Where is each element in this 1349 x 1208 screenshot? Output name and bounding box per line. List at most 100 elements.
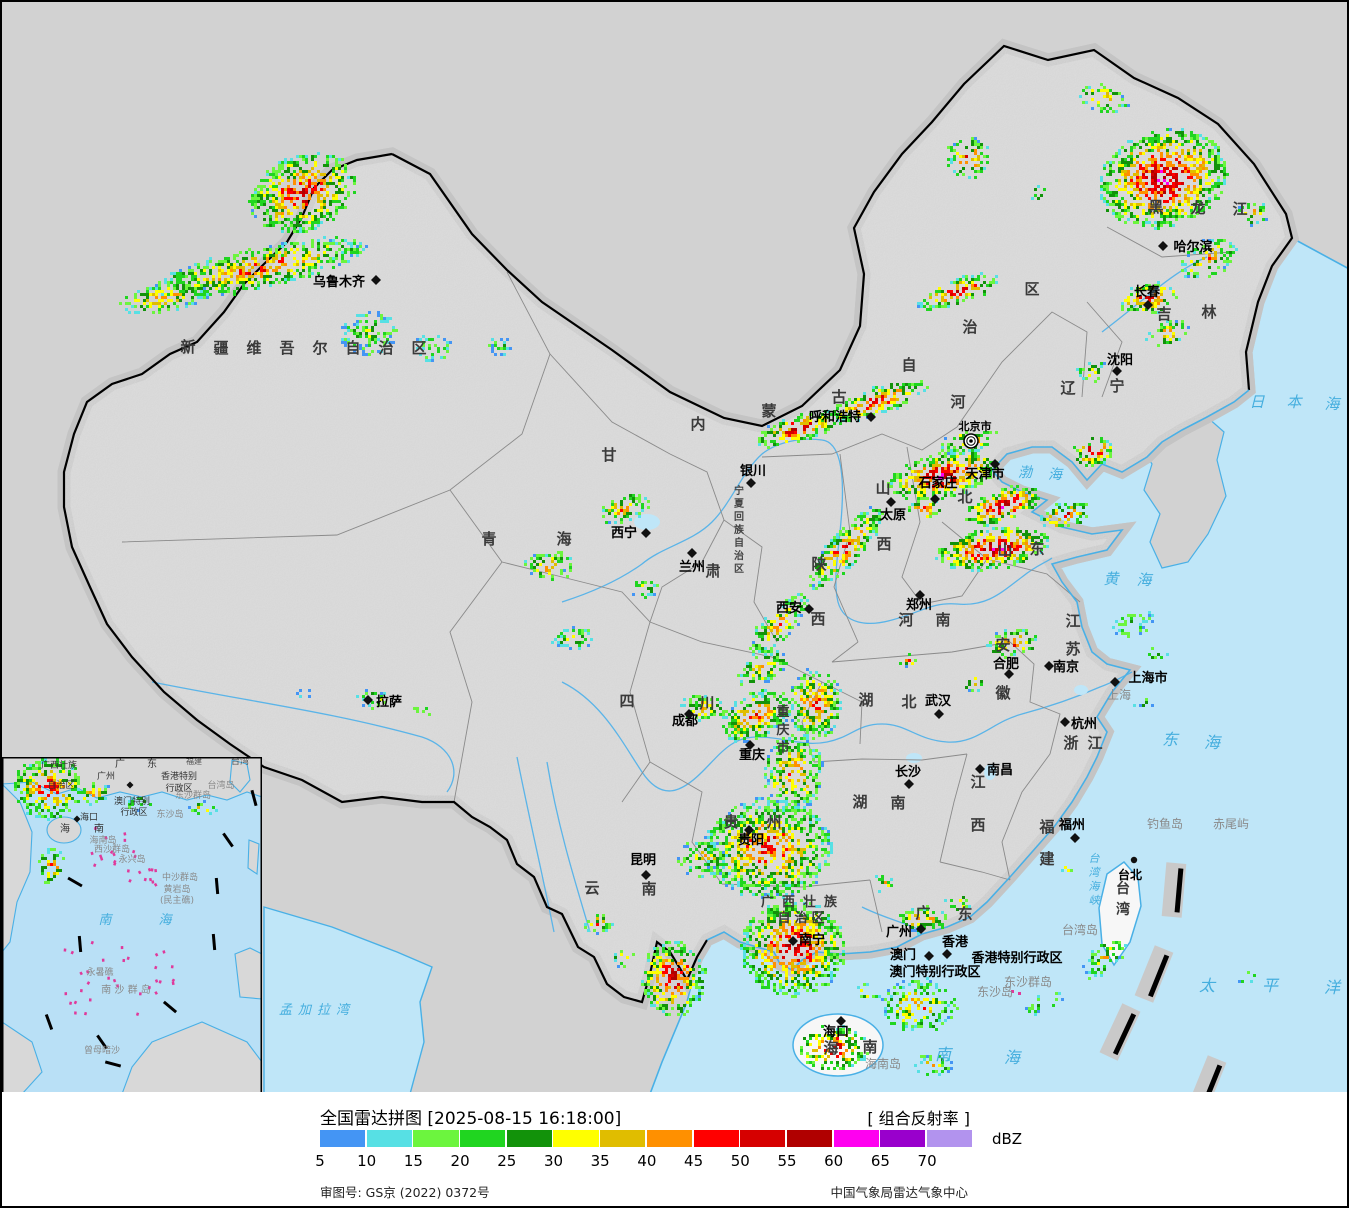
city: 杭州	[1060, 716, 1097, 732]
product-label: [ 组合反射率 ]	[867, 1109, 970, 1128]
city-marker-icon	[363, 695, 373, 705]
province-label: 宁夏回族自治区	[733, 484, 745, 575]
city-label: 南昌	[987, 762, 1013, 778]
city: 澳门	[890, 947, 934, 963]
city-marker-icon	[915, 590, 925, 600]
city-label: 合肥	[993, 656, 1019, 672]
dbz-swatch-15	[413, 1130, 459, 1147]
city: 香港	[941, 934, 969, 959]
city-marker-icon	[1044, 661, 1054, 671]
city: 武汉	[925, 693, 952, 719]
city-marker-icon	[687, 548, 697, 558]
inset-nine-dash-segment	[250, 789, 258, 807]
city-label: 乌鲁木齐	[313, 274, 366, 290]
inset-label: 南	[98, 913, 113, 928]
city-label: 石家庄	[917, 475, 957, 491]
city-label: 西安	[776, 600, 802, 616]
city: 贵阳	[738, 825, 764, 848]
city: 南京	[1044, 659, 1079, 675]
sea-label: 海	[1048, 467, 1064, 483]
dbz-tick-60: 60	[824, 1152, 844, 1170]
city-label: 拉萨	[376, 694, 402, 710]
province-label: 区	[411, 339, 426, 357]
inset-label: 黄岩岛	[163, 883, 190, 895]
dbz-swatch-40	[646, 1130, 692, 1147]
rivers	[151, 256, 1208, 933]
province-label: 青	[481, 530, 496, 548]
city-label: 北京市	[959, 419, 992, 433]
city: 石家庄	[917, 475, 958, 504]
city-label: 香港特别行政区	[970, 950, 1062, 966]
nine-dash-segment	[1099, 1003, 1141, 1061]
province-label: 林	[1201, 303, 1217, 321]
province-label: 北	[901, 693, 916, 711]
sea-label: 渤	[1018, 465, 1034, 481]
inset-label: 香港特别	[161, 770, 197, 782]
city: 台北	[1118, 856, 1142, 882]
inset-nine-dash-segment	[67, 876, 83, 888]
inset-label: 中沙群岛	[162, 871, 198, 883]
legend-panel: 全国雷达拼图 [2025-08-15 16:18:00] [ 组合反射率 ] d…	[2, 1092, 1347, 1206]
inset-nine-dash-segment	[44, 1013, 54, 1031]
city: 香港特别行政区	[970, 950, 1062, 966]
dbz-color-scale[interactable]	[320, 1130, 974, 1147]
city: 广州	[886, 924, 926, 940]
city-marker-icon	[1130, 856, 1138, 864]
city-label: 贵阳	[738, 832, 764, 848]
sea-label: 海	[1004, 1048, 1022, 1067]
inset-label: 永暑礁	[86, 966, 113, 978]
dbz-tick-65: 65	[870, 1152, 890, 1170]
inset-label: 海口	[80, 811, 98, 823]
province-label: 吾	[279, 339, 294, 357]
city-label: 海口	[823, 1024, 849, 1040]
nine-dash-line	[1011, 862, 1227, 1094]
radar-echo-layer	[119, 83, 1268, 1076]
dbz-tick-10: 10	[357, 1152, 377, 1170]
city: 呼和浩特	[809, 409, 876, 425]
country-border	[62, 44, 1294, 1004]
dbz-tick-50: 50	[730, 1152, 750, 1170]
sea-label: 台湾海峡	[1089, 852, 1102, 907]
province-label: 自治区	[777, 910, 828, 926]
province-label: 尔	[312, 339, 327, 357]
province-label: 江	[1087, 734, 1102, 752]
city-marker-icon	[975, 764, 985, 774]
inset-label: 永兴岛	[118, 853, 145, 865]
south-china-sea-inset[interactable]: 广西壮族自治区广东福建 台湾广州 香港特别行政区澳门特别行政区台湾岛东沙群岛东沙岛海…	[2, 755, 262, 1094]
inset-label: 东	[147, 757, 157, 770]
dbz-tick-40: 40	[637, 1152, 657, 1170]
dbz-swatch-35	[600, 1130, 646, 1147]
province-label: 江	[1232, 200, 1247, 218]
city-marker-icon	[930, 494, 940, 504]
province-label: 辽	[1060, 379, 1075, 397]
province-label: 甘	[601, 446, 616, 464]
province-label: 肃	[705, 562, 720, 580]
inset-nine-dash-segment	[214, 877, 220, 895]
inset-city-marker-icon	[73, 815, 81, 823]
city-label: 广州	[886, 924, 912, 940]
city: 郑州	[906, 590, 932, 613]
bay-of-bengal	[263, 906, 433, 1094]
city-label: 西宁	[611, 525, 637, 541]
city-label: 香港	[941, 934, 969, 950]
city-marker-icon	[745, 740, 755, 750]
city: 海口	[823, 1016, 849, 1040]
korea-peninsula	[1143, 416, 1227, 569]
province-label: 山	[875, 479, 890, 497]
inset-island-dots	[63, 826, 176, 1016]
city-marker-icon	[1143, 300, 1153, 310]
city-marker-icon	[1158, 241, 1168, 251]
nine-dash-segment	[1187, 1055, 1227, 1094]
china-radar-map[interactable]: 日本海渤 海黄 海东 海南 海太平洋台湾海峡孟加拉湾 台湾岛海南岛钓鱼岛 赤尾屿东沙群岛东…	[2, 2, 1349, 1094]
city-label: 南京	[1053, 659, 1079, 675]
city: 西宁	[611, 525, 651, 541]
province-label: 川	[698, 694, 714, 712]
city-marker-icon	[924, 951, 934, 961]
city: 昆明	[630, 852, 656, 880]
agency-credit: 中国气象局雷达气象中心	[830, 1185, 968, 1200]
city-marker-icon	[804, 604, 814, 614]
dbz-tick-70: 70	[917, 1152, 937, 1170]
inset-label: 南 沙 群 岛	[101, 983, 151, 996]
inset-hainan	[46, 816, 82, 844]
